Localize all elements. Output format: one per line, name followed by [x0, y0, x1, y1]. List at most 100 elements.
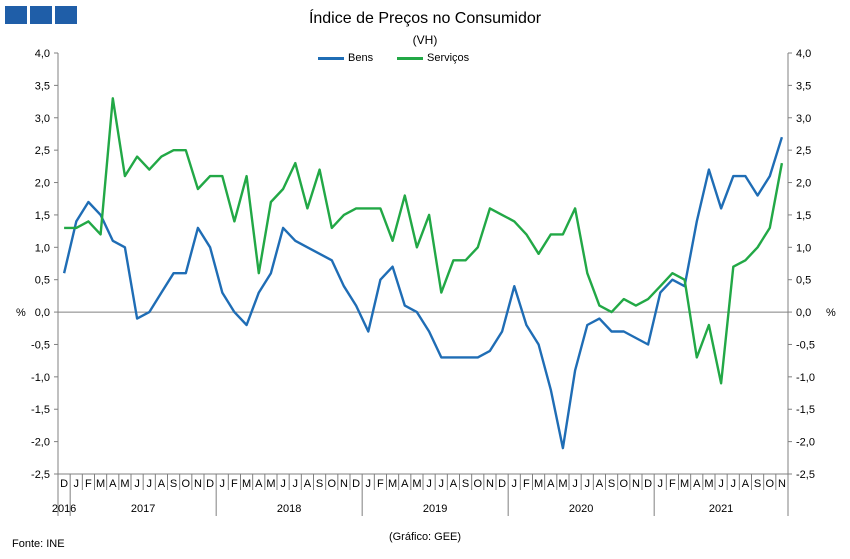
x-tick-label: N — [340, 478, 348, 490]
y-tick-label-right: -1,0 — [796, 372, 815, 384]
legend: Bens Serviços — [0, 52, 850, 68]
x-tick-label: M — [242, 478, 251, 490]
legend-label-bens: Bens — [348, 52, 374, 64]
x-tick-label: A — [693, 478, 701, 490]
x-tick-label: M — [96, 478, 105, 490]
y-tick-label-left: -2,5 — [31, 469, 50, 481]
x-tick-label: A — [255, 478, 263, 490]
x-tick-label: N — [486, 478, 494, 490]
x-tick-label: A — [158, 478, 166, 490]
year-label: 2021 — [709, 503, 733, 515]
x-tick-label: J — [512, 478, 518, 490]
x-tick-label: O — [181, 478, 190, 490]
x-tick-label: F — [377, 478, 384, 490]
x-tick-label: A — [109, 478, 117, 490]
x-tick-label: J — [147, 478, 153, 490]
x-tick-label: S — [754, 478, 761, 490]
chart-source: Fonte: INE — [12, 538, 65, 550]
y-tick-label-left: -0,5 — [31, 339, 50, 351]
x-tick-label: F — [231, 478, 238, 490]
x-tick-label: J — [293, 478, 299, 490]
x-tick-label: J — [74, 478, 80, 490]
x-tick-label: J — [731, 478, 737, 490]
legend-item-servicos: Serviços — [397, 52, 469, 64]
legend-item-bens: Bens — [318, 52, 373, 64]
y-tick-label-left: -1,0 — [31, 372, 50, 384]
y-tick-label-left: -2,0 — [31, 437, 50, 449]
y-tick-label-right: 2,0 — [796, 178, 811, 190]
x-tick-label: A — [304, 478, 312, 490]
x-tick-label: J — [220, 478, 226, 490]
year-label: 2018 — [277, 503, 301, 515]
legend-label-servicos: Serviços — [427, 52, 470, 64]
x-tick-label: O — [765, 478, 774, 490]
x-tick-label: D — [644, 478, 652, 490]
y-tick-label-right: 3,0 — [796, 113, 811, 125]
x-tick-label: N — [778, 478, 786, 490]
y-tick-label-right: -0,5 — [796, 339, 815, 351]
x-tick-label: J — [658, 478, 664, 490]
y-unit-label-left: % — [16, 307, 26, 319]
x-tick-label: S — [170, 478, 177, 490]
y-tick-label-right: -2,0 — [796, 437, 815, 449]
y-tick-label-right: 1,0 — [796, 242, 811, 254]
x-tick-label: J — [439, 478, 445, 490]
y-tick-label-right: 3,5 — [796, 80, 811, 92]
x-tick-label: A — [547, 478, 555, 490]
x-tick-label: M — [120, 478, 129, 490]
y-tick-label-left: 3,0 — [35, 113, 50, 125]
x-tick-label: M — [704, 478, 713, 490]
year-label: 2016 — [52, 503, 76, 515]
y-tick-label-left: 2,5 — [35, 145, 50, 157]
x-tick-label: D — [60, 478, 68, 490]
x-tick-label: A — [401, 478, 409, 490]
x-tick-label: J — [585, 478, 591, 490]
x-tick-label: N — [194, 478, 202, 490]
logo-block — [5, 6, 27, 24]
y-tick-label-right: 0,5 — [796, 275, 811, 287]
y-tick-label-right: 4,0 — [796, 48, 811, 60]
x-tick-label: A — [450, 478, 458, 490]
x-tick-label: M — [412, 478, 421, 490]
y-tick-label-left: 1,0 — [35, 242, 50, 254]
year-label: 2017 — [131, 503, 155, 515]
y-tick-label-right: 2,5 — [796, 145, 811, 157]
y-unit-label-right: % — [826, 307, 836, 319]
x-tick-label: A — [742, 478, 750, 490]
legend-swatch-servicos — [397, 56, 423, 60]
x-tick-label: F — [669, 478, 676, 490]
x-tick-label: D — [206, 478, 214, 490]
y-tick-label-left: 4,0 — [35, 48, 50, 60]
x-tick-label: D — [352, 478, 360, 490]
x-tick-label: O — [473, 478, 482, 490]
x-tick-label: M — [388, 478, 397, 490]
series-line-bens — [62, 136, 784, 450]
y-tick-label-left: 0,0 — [35, 307, 50, 319]
y-tick-label-right: 0,0 — [796, 307, 811, 319]
x-tick-label: J — [426, 478, 432, 490]
chart-subtitle: (VH) — [412, 33, 438, 47]
x-tick-label: J — [718, 478, 724, 490]
logo-block — [55, 6, 77, 24]
x-tick-label: O — [619, 478, 628, 490]
y-tick-label-left: 2,0 — [35, 178, 50, 190]
legend-swatch-bens — [318, 56, 344, 60]
x-tick-label: M — [558, 478, 567, 490]
y-tick-label-right: -2,5 — [796, 469, 815, 481]
x-tick-label: N — [632, 478, 640, 490]
x-tick-label: O — [327, 478, 336, 490]
x-tick-label: J — [134, 478, 140, 490]
series-line-servicos — [64, 97, 784, 385]
x-tick-label: F — [85, 478, 92, 490]
year-label: 2019 — [423, 503, 447, 515]
y-tick-label-left: 0,5 — [35, 275, 50, 287]
y-tick-label-right: 1,5 — [796, 210, 811, 222]
x-tick-label: J — [572, 478, 578, 490]
chart-title: Índice de Preços no Consumidor — [308, 10, 542, 27]
x-tick-label: M — [680, 478, 689, 490]
y-tick-label-right: -1,5 — [796, 404, 815, 416]
logo — [5, 6, 77, 24]
logo-block — [30, 6, 52, 24]
x-tick-label: F — [523, 478, 530, 490]
